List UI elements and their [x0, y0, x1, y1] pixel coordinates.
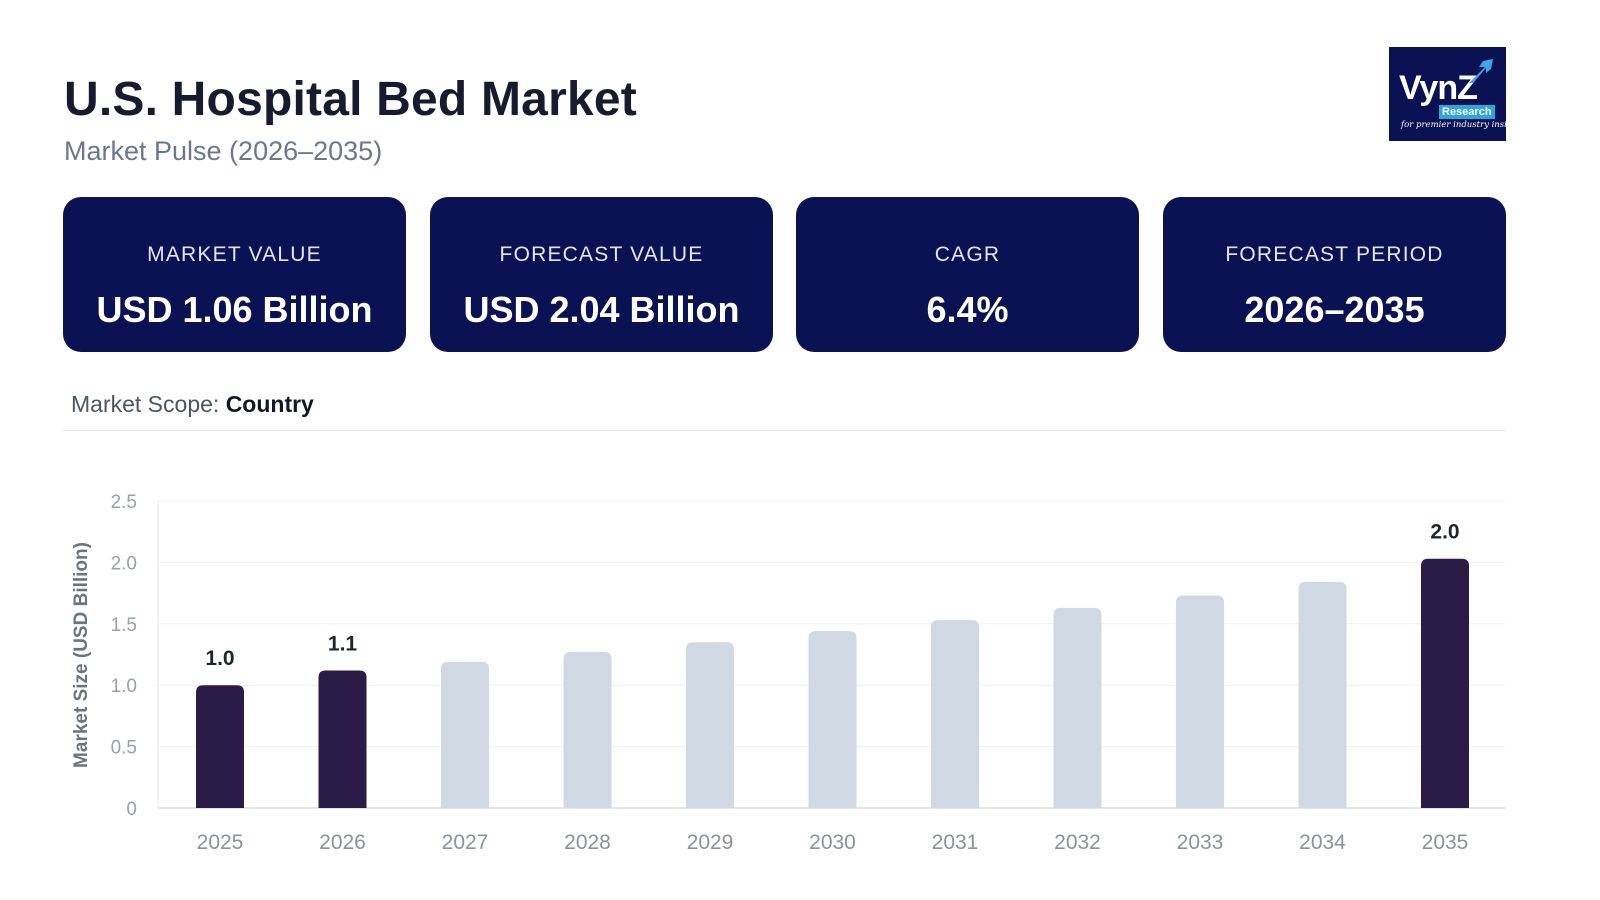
x-tick-label: 2027 [442, 831, 489, 854]
logo-brand: VynZ [1399, 69, 1478, 107]
bar-chart: 1.01.12.0 00.51.01.52.02.5 2025 2026 2027 2… [71, 492, 1505, 854]
x-tick-label: 2031 [932, 831, 979, 854]
kpi-cards: MARKET VALUE USD 1.06 Billion FORECAST V… [63, 197, 1506, 352]
bar-2029 [686, 642, 734, 808]
logo-research: Research [1439, 105, 1495, 119]
y-tick-label: 0.5 [111, 738, 137, 759]
market-scope: Market Scope: Country [71, 391, 314, 418]
bar-2034 [1298, 582, 1347, 808]
data-label: 2.0 [1430, 521, 1459, 544]
card-label: MARKET VALUE [147, 243, 322, 266]
divider [63, 430, 1506, 431]
bar-2035 [1421, 558, 1469, 808]
market-scope-value: Country [225, 391, 314, 417]
y-tick-label: 2.0 [111, 553, 137, 574]
card-label: CAGR [934, 243, 1001, 266]
x-ticks: 2025 2026 2027 2028 2029 2030 2031 2032 2033 2034… [197, 831, 1469, 854]
data-label: 1.0 [205, 647, 234, 670]
card-value: USD 1.06 Billion [96, 289, 373, 330]
arrow-up-right-icon [1469, 59, 1493, 83]
page-title: U.S. Hospital Bed Market [64, 73, 637, 126]
x-tick-label: 2033 [1177, 831, 1224, 854]
x-tick-label: 2034 [1299, 831, 1346, 854]
card-value: 6.4% [926, 289, 1009, 330]
market-scope-label: Market Scope: [71, 391, 220, 417]
x-tick-label: 2028 [564, 831, 611, 854]
card-cagr: CAGR 6.4% [796, 197, 1139, 352]
y-tick-label: 2.5 [111, 492, 137, 513]
bar-2025 [196, 685, 244, 808]
x-tick-label: 2032 [1054, 831, 1101, 854]
card-label: FORECAST VALUE [499, 243, 704, 266]
bar-2032 [1053, 607, 1102, 808]
card-market-value: MARKET VALUE USD 1.06 Billion [63, 197, 406, 352]
y-tick-label: 1.5 [111, 615, 137, 636]
x-tick-label: 2029 [687, 831, 734, 854]
x-tick-label: 2026 [319, 831, 366, 854]
card-forecast-value: FORECAST VALUE USD 2.04 Billion [430, 197, 773, 352]
logo-tagline: for premier industry insights [1401, 120, 1526, 130]
data-label: 1.1 [328, 632, 358, 655]
y-tick-label: 1.0 [111, 676, 137, 697]
bars [196, 558, 1469, 808]
bar-2028 [563, 652, 612, 808]
x-tick-label: 2035 [1422, 831, 1469, 854]
card-value: 2026–2035 [1244, 289, 1425, 330]
card-label: FORECAST PERIOD [1225, 243, 1444, 266]
card-value: USD 2.04 Billion [463, 289, 740, 330]
x-tick-label: 2025 [197, 831, 244, 854]
bar-2030 [808, 631, 857, 808]
bar-2031 [931, 620, 979, 808]
vynz-logo: VynZ Research for premier industry insig… [1389, 47, 1526, 141]
page-subtitle: Market Pulse (2026–2035) [64, 136, 383, 166]
y-axis-label: Market Size (USD Billion) [71, 542, 92, 768]
data-labels: 1.0 1.1 2.0 [205, 521, 1459, 670]
bar-2026 [318, 670, 367, 808]
bar-2033 [1176, 595, 1224, 808]
y-tick-label: 0 [126, 799, 137, 820]
x-tick-label: 2030 [809, 831, 856, 854]
bar-2027 [441, 661, 489, 808]
card-forecast-period: FORECAST PERIOD 2026–2035 [1163, 197, 1506, 352]
y-ticks: 0 0.5 1.0 1.5 2.0 2.5 [111, 492, 137, 820]
